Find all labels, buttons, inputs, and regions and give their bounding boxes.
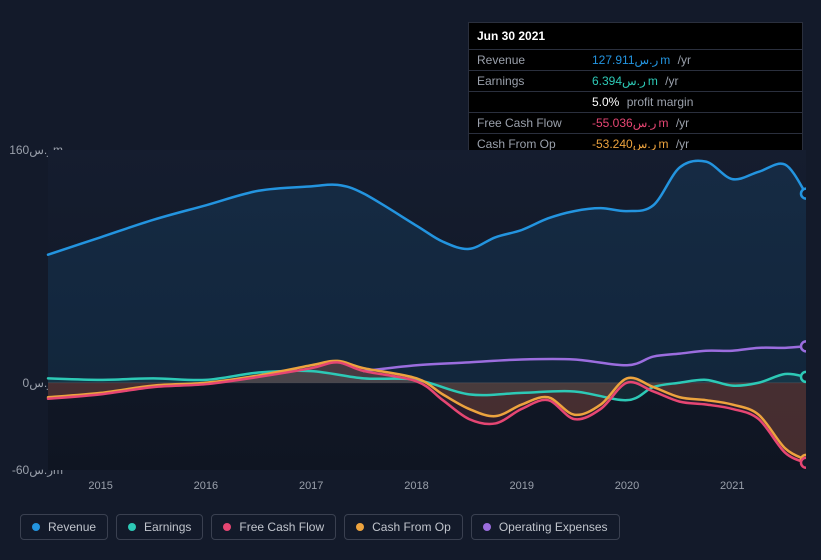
tooltip-date: Jun 30 2021 [469,23,802,50]
legend-item-earnings[interactable]: Earnings [116,514,203,540]
legend-label: Revenue [48,520,96,534]
x-axis-tick: 2016 [194,480,218,492]
legend-item-revenue[interactable]: Revenue [20,514,108,540]
legend-item-operating-expenses[interactable]: Operating Expenses [471,514,620,540]
tooltip-value: 5.0% profit margin [592,95,693,109]
x-axis-tick: 2020 [615,480,639,492]
tooltip-label: Revenue [477,53,592,67]
legend-item-free-cash-flow[interactable]: Free Cash Flow [211,514,336,540]
x-axis-tick: 2018 [404,480,428,492]
tooltip-row: Free Cash Flow-55.036ر.سm /yr [469,113,802,134]
tooltip-label: Free Cash Flow [477,116,592,130]
tooltip-value: -53.240ر.سm /yr [592,137,689,151]
line-chart[interactable] [16,150,806,470]
legend-label: Earnings [144,520,191,534]
tooltip-row: Earnings6.394ر.سm /yr [469,71,802,92]
tooltip-row: Revenue127.911ر.سm /yr [469,50,802,71]
tooltip-row: 5.0% profit margin [469,92,802,113]
legend-label: Cash From Op [372,520,451,534]
chart-svg [16,150,806,470]
legend-dot-icon [483,523,491,531]
x-axis-tick: 2019 [510,480,534,492]
legend-label: Free Cash Flow [239,520,324,534]
legend-dot-icon [32,523,40,531]
x-axis-tick: 2017 [299,480,323,492]
legend-label: Operating Expenses [499,520,608,534]
tooltip-value: 127.911ر.سm /yr [592,53,691,67]
x-axis: 2015 2016 2017 2018 2019 2020 2021 [16,480,806,500]
legend-dot-icon [223,523,231,531]
x-axis-tick: 2015 [88,480,112,492]
legend-dot-icon [128,523,136,531]
tooltip-value: 6.394ر.سm /yr [592,74,678,88]
tooltip-label [477,95,592,109]
tooltip-label: Cash From Op [477,137,592,151]
x-axis-tick: 2021 [720,480,744,492]
legend-dot-icon [356,523,364,531]
chart-legend: Revenue Earnings Free Cash Flow Cash From O… [20,514,620,540]
legend-item-cash-from-op[interactable]: Cash From Op [344,514,463,540]
tooltip-label: Earnings [477,74,592,88]
tooltip-value: -55.036ر.سm /yr [592,116,689,130]
